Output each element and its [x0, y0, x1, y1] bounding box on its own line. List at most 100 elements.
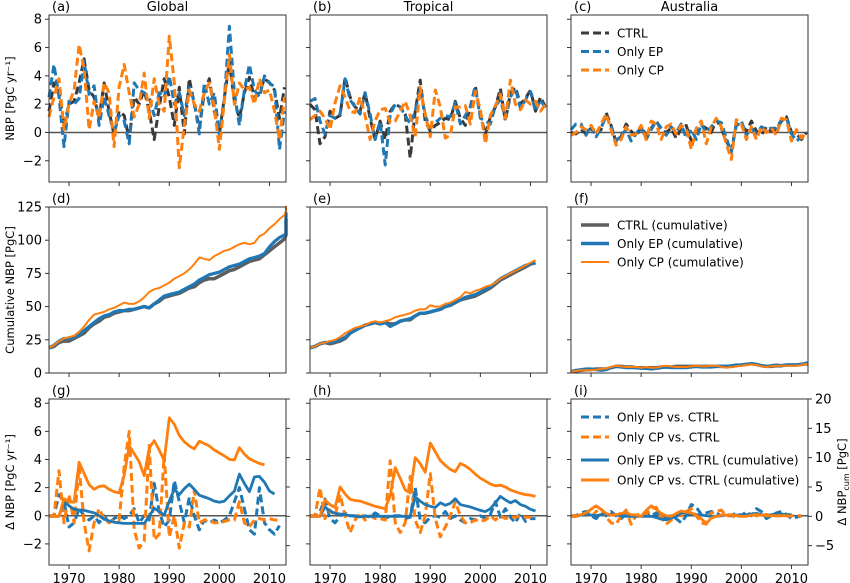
legend-label: Only CP: [617, 64, 664, 78]
series-line-ep-vs-ctrl-cumulative-: [310, 495, 536, 519]
series-line-cp-vs-ctrl-cumulative-: [571, 504, 792, 525]
y-tick-label: 0: [34, 509, 42, 524]
y-tick-label: 8: [34, 397, 42, 412]
series-line-cp: [570, 362, 809, 373]
x-tick-label: 2010: [775, 572, 808, 583]
panel-label: (g): [52, 384, 70, 399]
panel-h: 1970 1980 1990 2000 2010 (h): [306, 384, 551, 583]
y-tick-label: 100: [17, 234, 42, 249]
panel-i: −5 0 5 10 15 20 1970 1980 1990 2000 2010 (i): [567, 384, 834, 583]
x-tick-label: 1990: [153, 572, 186, 583]
panel-label: (a): [52, 0, 70, 15]
axes-frame: [309, 14, 548, 183]
y-tick-label: 8: [34, 13, 42, 28]
legend-row-2: CTRL (cumulative) Only EP (cumulative) Onl…: [581, 219, 744, 270]
legend-label: CTRL (cumulative): [617, 219, 728, 233]
y-tick-label: 75: [25, 267, 42, 282]
y-tick-label: 2: [34, 98, 42, 113]
panel-label: (i): [574, 384, 588, 399]
panel-b: (b) Tropical: [306, 0, 548, 186]
axes-frame: [570, 398, 809, 566]
y-axis-label: NBP [PgC yr⁻¹]: [3, 56, 17, 140]
y-tick-label-right: 15: [815, 422, 832, 437]
legend-label: Only EP: [617, 45, 663, 59]
panel-label: (e): [313, 192, 331, 207]
x-tick-label: 1990: [414, 572, 447, 583]
legend-row-1: CTRL Only EP Only CP: [581, 27, 664, 78]
panel-title: Australia: [661, 0, 719, 15]
panel-label: (b): [313, 0, 331, 15]
axes-frame: [309, 206, 548, 374]
y-tick-label: 2: [34, 481, 42, 496]
y-tick-label: 0: [34, 367, 42, 382]
axes-frame: [48, 206, 287, 374]
panel-a: −2 0 2 4 6 8 (a) Global: [23, 0, 287, 186]
series-line-cp: [570, 112, 808, 161]
series-line-cp-vs-ctrl: [310, 459, 536, 539]
y-tick-label-right: 5: [815, 480, 823, 495]
x-tick-label: 2010: [514, 572, 547, 583]
panel-g: −2 0 2 4 6 8 1970 1980 1990 2000 2010 (g): [23, 384, 290, 583]
y-tick-label-right: 20: [815, 393, 832, 408]
y-axis-label-right: Δ NBPcum [PgC]: [835, 438, 850, 525]
series-line-ep: [48, 212, 288, 350]
series-line-ep-vs-ctrl-cumulative-: [49, 472, 276, 525]
x-tick-label: 1970: [52, 572, 85, 583]
y-tick-label: 0: [34, 126, 42, 141]
axes-frame: [309, 398, 548, 566]
legend-label: Only EP vs. CTRL (cumulative): [617, 454, 799, 468]
series-line-ctrl: [308, 75, 547, 160]
x-tick-label: 2000: [725, 572, 758, 583]
x-tick-label: 1970: [574, 572, 607, 583]
panel-d: 0 25 50 75 100 125 (d): [17, 192, 288, 382]
y-tick-label: 25: [25, 333, 42, 348]
y-tick-label-right: 0: [815, 510, 823, 525]
series-line-cp: [48, 205, 287, 349]
y-tick-label: −2: [23, 154, 42, 169]
series-line-cp: [309, 259, 536, 349]
x-tick-label: 1980: [103, 572, 136, 583]
legend-label: Only EP vs. CTRL: [617, 411, 719, 425]
x-tick-label: 1970: [313, 572, 346, 583]
panel-f: (f): [567, 192, 809, 377]
y-tick-label-right: 10: [815, 451, 832, 466]
y-tick-label: 4: [34, 453, 42, 468]
series-line-ep: [47, 24, 286, 151]
y-axis-label: Cumulative NBP [PgC]: [3, 226, 17, 354]
series-line-ep-vs-ctrl: [571, 503, 802, 525]
series-line-cp: [309, 78, 547, 146]
panel-title: Global: [147, 0, 188, 15]
x-tick-label: 1980: [364, 572, 397, 583]
series-line-cp: [47, 34, 286, 170]
x-tick-label: 1980: [625, 572, 658, 583]
y-tick-label: 6: [34, 425, 42, 440]
x-tick-label: 2010: [253, 572, 286, 583]
panel-title: Tropical: [403, 0, 454, 15]
series-line-cp-vs-ctrl-cumulative-: [49, 416, 265, 518]
x-tick-label: 2000: [464, 572, 497, 583]
y-tick-label: −2: [23, 537, 42, 552]
panel-label: (h): [313, 384, 331, 399]
y-tick-label: 4: [34, 69, 42, 84]
panel-c: (c) Australia: [567, 0, 809, 186]
series-line-cp-vs-ctrl-cumulative-: [310, 441, 536, 518]
y-axis-label: Δ NBP [PgC yr⁻¹]: [3, 434, 17, 530]
legend-label: Only EP (cumulative): [617, 237, 743, 251]
axes-frame: [48, 14, 287, 183]
y-tick-label: 6: [34, 41, 42, 56]
x-tick-label: 2000: [203, 572, 236, 583]
legend-label: Only CP vs. CTRL (cumulative): [617, 474, 799, 488]
legend-label: CTRL: [617, 27, 648, 41]
axes-frame: [48, 398, 287, 566]
axes-frame: [570, 206, 809, 374]
y-tick-label: 125: [17, 201, 42, 216]
y-tick-label-right: −5: [815, 539, 834, 554]
axes-frame: [570, 14, 809, 183]
legend-label: Only CP vs. CTRL: [617, 431, 720, 445]
panel-label: (c): [574, 0, 591, 15]
panel-label: (d): [52, 192, 70, 207]
x-tick-label: 1990: [675, 572, 708, 583]
panel-e: (e): [306, 192, 548, 377]
panel-label: (f): [574, 192, 589, 207]
